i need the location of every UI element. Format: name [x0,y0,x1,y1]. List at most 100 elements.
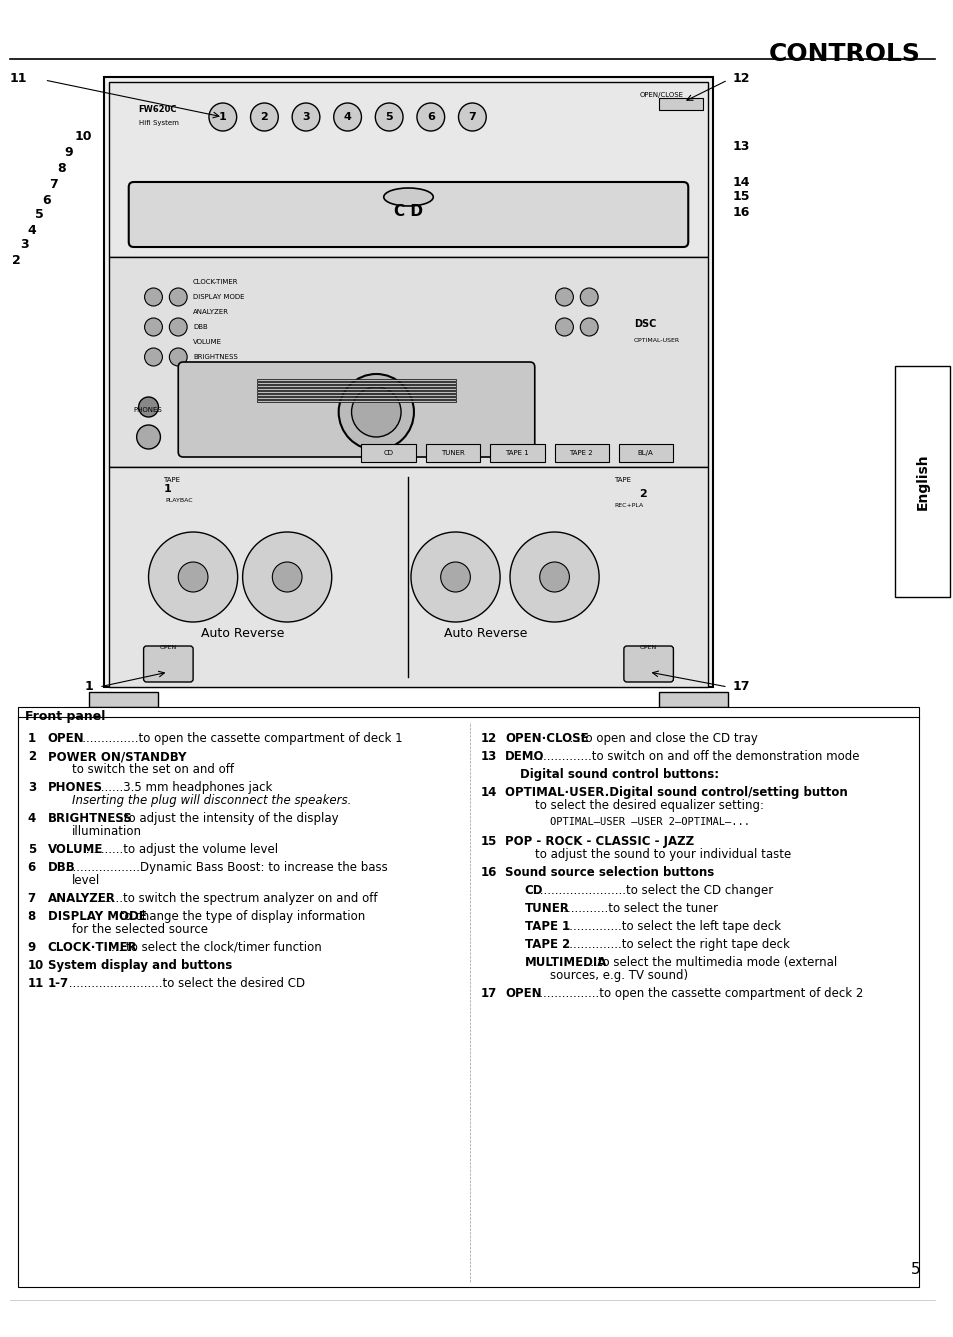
Bar [257,397,456,398]
Bar [109,467,707,687]
Circle shape [539,562,569,592]
Text: 13: 13 [732,140,749,154]
Text: Auto Reverse: Auto Reverse [443,627,526,640]
Text: TUNER: TUNER [440,451,464,456]
Text: 2: 2 [260,112,268,122]
Bar [89,693,158,707]
Circle shape [149,532,237,622]
Text: CD: CD [383,451,393,456]
Text: DBB: DBB [48,861,75,874]
FancyBboxPatch shape [623,646,673,682]
Text: DISPLAY MODE: DISPLAY MODE [48,910,146,923]
Text: ................to select the right tape deck: ................to select the right tape… [557,939,788,951]
Text: TAPE 2: TAPE 2 [569,451,593,456]
Bar [18,707,918,719]
Circle shape [138,397,158,417]
Text: 1: 1 [218,112,227,122]
Text: ....................Dynamic Bass Boost: to increase the bass: ....................Dynamic Bass Boost: … [65,861,387,874]
Text: 14: 14 [732,175,750,189]
Bar [18,717,918,1288]
Text: CLOCK·TIMER: CLOCK·TIMER [48,941,137,955]
Text: REC+PLA: REC+PLA [614,503,642,508]
Circle shape [242,532,332,622]
Text: 16: 16 [479,866,497,878]
Text: 9: 9 [64,146,73,159]
Text: OPEN: OPEN [159,644,177,650]
Text: to switch the set on and off: to switch the set on and off [72,763,234,775]
Text: CLOCK-TIMER: CLOCK-TIMER [193,279,238,285]
Text: illumination: illumination [72,825,142,838]
Bar [490,444,544,463]
FancyBboxPatch shape [129,182,687,247]
Text: CONTROLS: CONTROLS [768,41,920,66]
Text: to change the type of display information: to change the type of display informatio… [116,910,365,923]
Text: MULTIMEDIA: MULTIMEDIA [524,956,607,969]
Text: DBB: DBB [193,324,208,330]
Text: BRIGHTNESS: BRIGHTNESS [193,354,237,360]
Circle shape [178,562,208,592]
Text: for the selected source: for the selected source [72,923,208,936]
Bar [257,400,456,402]
Bar [361,444,416,463]
Circle shape [170,318,187,336]
Text: 12: 12 [479,731,496,745]
Text: 4: 4 [28,223,36,237]
Text: TAPE: TAPE [614,477,630,483]
Text: 6: 6 [28,861,36,874]
Text: 8: 8 [28,910,36,923]
Text: DISPLAY MODE: DISPLAY MODE [193,294,244,299]
Text: PHONES: PHONES [133,406,162,413]
Text: ................to switch on and off the demonstration mode: ................to switch on and off the… [527,750,859,763]
Text: ANALYZER: ANALYZER [193,309,229,316]
Text: ....to select the multimedia mode (external: ....to select the multimedia mode (exter… [578,956,837,969]
Bar [257,382,456,384]
Bar [257,378,456,381]
Text: OPTIMAL-USER: OPTIMAL-USER [633,338,679,344]
Text: 10: 10 [28,959,44,972]
Text: 15: 15 [732,190,750,203]
Text: 6: 6 [426,112,435,122]
Text: 1: 1 [84,681,92,694]
Text: 5: 5 [28,844,36,856]
Text: 6: 6 [43,194,51,206]
Text: 17: 17 [479,987,496,1000]
Text: OPEN·CLOSE: OPEN·CLOSE [504,731,588,745]
Text: 1: 1 [28,731,36,745]
Text: 7: 7 [468,112,476,122]
Text: 3: 3 [20,238,29,251]
Bar [425,444,479,463]
Text: 2: 2 [639,489,646,499]
Circle shape [145,348,162,366]
Bar [257,388,456,390]
Text: Inserting the plug will disconnect the speakers.: Inserting the plug will disconnect the s… [72,794,352,808]
Text: OPEN: OPEN [639,644,657,650]
Bar [554,444,608,463]
Text: 5: 5 [910,1262,920,1277]
Text: 13: 13 [479,750,496,763]
Bar [104,78,712,687]
Bar [618,444,673,463]
Text: Digital sound control buttons:: Digital sound control buttons: [519,767,719,781]
Text: POWER ON/STANDBY: POWER ON/STANDBY [48,750,186,763]
Circle shape [579,287,598,306]
Text: 2: 2 [28,750,36,763]
Text: ........................to select the CD changer: ........................to select the CD… [536,884,772,897]
Text: 7: 7 [28,892,36,905]
Text: VOLUME: VOLUME [193,340,222,345]
FancyBboxPatch shape [144,646,193,682]
Text: level: level [72,874,100,886]
Bar [257,390,456,393]
Circle shape [416,103,444,131]
Circle shape [334,103,361,131]
Bar [658,693,727,707]
Text: PLAYBAC: PLAYBAC [165,497,193,503]
Text: ..........3.5 mm headphones jack: ..........3.5 mm headphones jack [82,781,273,794]
FancyBboxPatch shape [178,362,535,457]
Circle shape [292,103,319,131]
Text: C D: C D [394,205,422,219]
Text: Hifi System: Hifi System [138,120,178,126]
Text: POP - ROCK - CLASSIC - JAZZ: POP - ROCK - CLASSIC - JAZZ [504,836,694,848]
Text: CD: CD [524,884,543,897]
Circle shape [458,103,486,131]
Text: ..........to adjust the volume level: ..........to adjust the volume level [82,844,278,856]
